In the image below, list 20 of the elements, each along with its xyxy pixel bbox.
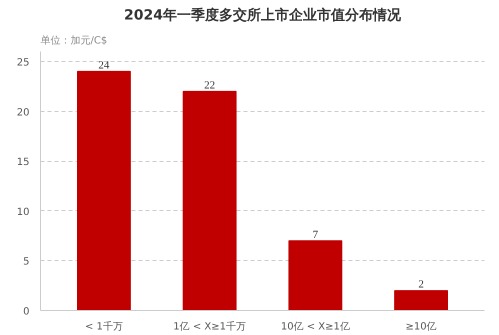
- y-tick-label: 25: [16, 57, 30, 68]
- y-tick-label: 0: [23, 306, 30, 318]
- x-tick-label: 10亿 < X≥1亿: [280, 322, 350, 332]
- y-axis-title: 单位：加元/C$: [40, 34, 108, 46]
- data-label: 22: [204, 79, 216, 92]
- data-label: 7: [312, 228, 319, 241]
- data-label: 2: [418, 278, 424, 291]
- y-tick-label: 5: [23, 256, 30, 268]
- bar: [288, 240, 342, 310]
- x-tick-label: < 1千万: [84, 320, 123, 332]
- chart-title: 2024年一季度多交所上市企业市值分布情况: [124, 6, 402, 24]
- bar: [182, 90, 237, 310]
- y-tick-label: 10: [16, 206, 30, 218]
- y-tick-label: 15: [16, 157, 30, 168]
- y-tick-label: 20: [16, 107, 30, 118]
- bar: [77, 70, 131, 310]
- x-tick-label: 1亿 < X≥1千万: [173, 320, 246, 332]
- x-tick-label: ≥10亿: [406, 322, 437, 332]
- data-label: 24: [98, 59, 110, 72]
- bar: [394, 290, 448, 310]
